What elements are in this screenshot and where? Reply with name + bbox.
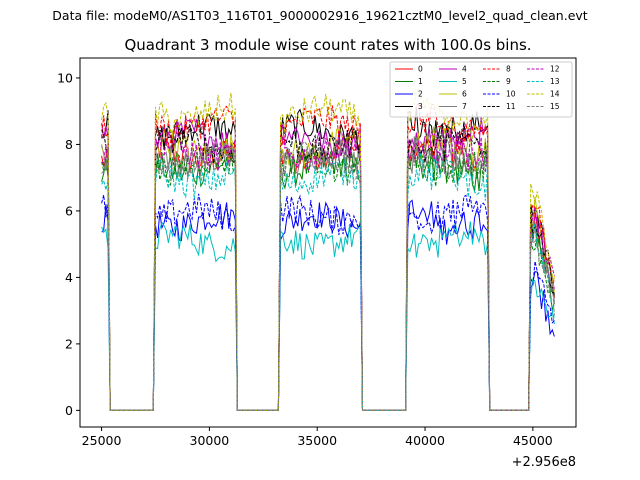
series-line-8 [101,103,555,411]
legend-label-1: 1 [418,77,423,86]
x-tick-label: 45000 [513,433,553,448]
legend-label-4: 4 [462,65,467,74]
legend-label-11: 11 [506,102,516,111]
legend-label-8: 8 [506,65,511,74]
legend-label-7: 7 [462,102,467,111]
legend-label-3: 3 [418,102,423,111]
legend-label-14: 14 [550,90,560,99]
legend-label-5: 5 [462,77,467,86]
legend-label-9: 9 [506,77,511,86]
legend-label-6: 6 [462,90,467,99]
series-line-10 [101,193,555,411]
x-tick-label: 40000 [405,433,445,448]
y-tick-label: 10 [57,70,73,85]
x-tick-label: 30000 [190,433,230,448]
legend-label-13: 13 [550,77,560,86]
series-line-5 [101,221,555,411]
legend-label-0: 0 [418,65,423,74]
header-note: Data file: modeM0/AS1T03_116T01_90000029… [52,8,587,23]
y-tick-label: 8 [65,137,73,152]
x-tick-label: 25000 [82,433,122,448]
series-layer [101,88,555,411]
x-axis: 25000 30000 35000 40000 45000 [82,427,553,448]
y-tick-label: 4 [65,270,73,285]
y-tick-label: 0 [65,403,73,418]
plot-frame [79,57,577,428]
legend-label-2: 2 [418,90,423,99]
series-line-11 [101,121,555,411]
series-line-13 [101,153,555,411]
series-line-12 [101,128,555,411]
chart-title: Quadrant 3 module wise count rates with … [124,36,531,54]
x-tick-label: 35000 [297,433,337,448]
legend-box [389,61,573,118]
legend-label-10: 10 [506,90,516,99]
y-tick-label: 2 [65,336,73,351]
series-line-15 [101,137,555,411]
series-line-14 [101,88,555,411]
legend-label-15: 15 [550,102,560,111]
y-tick-label: 6 [65,203,73,218]
legend-label-12: 12 [550,65,560,74]
x-offset-label: +2.956e8 [512,455,576,470]
y-axis: 0 2 4 6 8 10 [57,70,80,418]
